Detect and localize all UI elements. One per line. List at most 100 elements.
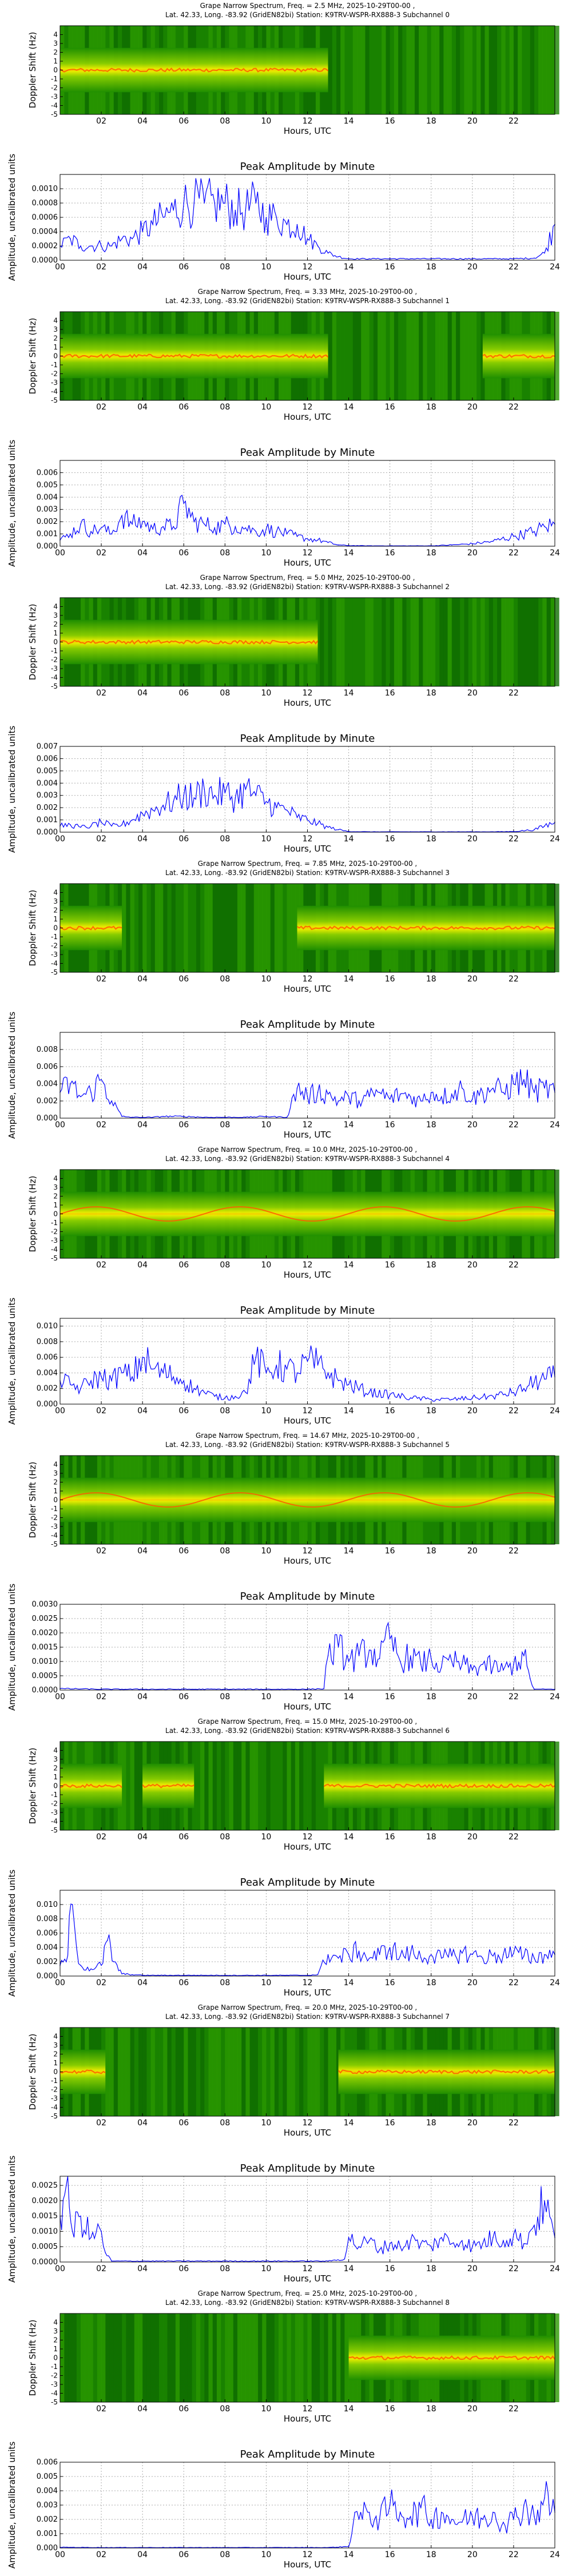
- spectrogram-texture: [348, 312, 353, 400]
- spectrogram-texture: [216, 2313, 221, 2402]
- spectrogram-texture: [497, 26, 502, 114]
- amplitude-point: [152, 224, 153, 225]
- spectrogram-texture: [382, 26, 386, 114]
- amplitude-series-line: [59, 2176, 555, 2262]
- y-tick-label: 0.000: [37, 2544, 58, 2553]
- amplitude-point: [235, 797, 236, 798]
- amplitude-point: [389, 258, 391, 260]
- amplitude-point: [420, 1100, 422, 1102]
- x-tick-label: 02: [96, 1832, 106, 1842]
- x-tick-label: 06: [178, 2118, 189, 2128]
- amplitude-point: [224, 792, 226, 794]
- spectrogram-texture: [295, 1742, 300, 1830]
- amplitude-point: [162, 805, 164, 806]
- amplitude-point: [472, 543, 473, 544]
- amplitude-point: [265, 1974, 267, 1976]
- spectrogram-texture: [518, 26, 522, 114]
- spectrogram-texture: [307, 2028, 312, 2116]
- x-tick-label: 20: [467, 834, 478, 844]
- amplitude-point: [513, 2233, 514, 2235]
- amplitude-point: [193, 1388, 195, 1389]
- x-tick-label: 06: [178, 117, 189, 126]
- spectrogram-subtitle: Lat. 42.33, Long. -83.92 (GridEN82bi) St…: [165, 2299, 450, 2307]
- spectrogram-texture: [538, 598, 543, 686]
- amplitude-point: [472, 258, 473, 260]
- spectrogram-texture: [237, 1742, 242, 1830]
- spectrogram-texture: [299, 2313, 304, 2402]
- y-tick-label: -3: [51, 665, 58, 673]
- spectrogram-texture: [378, 598, 382, 686]
- x-tick-label: 12: [303, 689, 313, 698]
- spectrogram-texture: [113, 2028, 118, 2116]
- y-tick-label: 0.0015: [32, 1643, 58, 1652]
- spectrogram-texture: [283, 2028, 287, 2116]
- spectrogram-texture: [464, 26, 469, 114]
- amplitude-point: [472, 2246, 473, 2248]
- x-tick-label: 00: [55, 263, 65, 272]
- y-axis-label: Doppler Shift (Hz): [27, 1176, 38, 1253]
- spectrogram-texture: [241, 1742, 246, 1830]
- amplitude-point: [183, 202, 185, 204]
- plot-frame: [59, 1032, 555, 1119]
- amplitude-point: [111, 1380, 112, 1381]
- amplitude-point: [472, 1669, 473, 1671]
- spectrogram-texture: [196, 884, 201, 972]
- spectrogram-texture: [146, 2313, 152, 2402]
- amplitude-point: [410, 2516, 411, 2517]
- amplitude-point: [317, 1974, 319, 1975]
- y-tick-label: 0.002: [37, 518, 58, 526]
- amplitude-point: [142, 1116, 143, 1118]
- y-tick-label: -3: [51, 379, 58, 387]
- spectrogram-texture: [431, 26, 436, 114]
- amplitude-point: [152, 1368, 153, 1370]
- amplitude-point: [265, 801, 267, 802]
- spectrogram-texture: [279, 1742, 283, 1830]
- plot-frame: [59, 174, 555, 261]
- x-tick-label: 20: [467, 2404, 478, 2414]
- spectrogram-texture: [233, 2028, 238, 2116]
- x-tick-label: 22: [509, 689, 519, 698]
- spectrogram-texture: [138, 2313, 143, 2402]
- spectrogram-texture: [352, 312, 357, 400]
- x-tick-label: 10: [261, 2118, 272, 2128]
- amplitude-point: [173, 526, 174, 527]
- spectrogram-texture: [378, 26, 382, 114]
- x-tick-label: 04: [137, 2550, 148, 2559]
- x-axis-label: Hours, UTC: [284, 558, 331, 568]
- x-axis-label: Hours, UTC: [284, 844, 331, 854]
- y-tick-label: 4: [53, 1461, 58, 1469]
- spectrogram-texture: [328, 26, 333, 114]
- amplitude-point: [399, 1661, 401, 1662]
- x-tick-label: 22: [509, 1692, 519, 1702]
- x-tick-label: 02: [96, 1261, 106, 1270]
- spectrogram-texture: [105, 2028, 110, 2116]
- x-tick-label: 02: [96, 2118, 106, 2128]
- x-tick-label: 16: [385, 263, 395, 272]
- spectrogram-texture: [534, 26, 539, 114]
- spectrogram-texture: [122, 884, 126, 972]
- y-tick-label: 1: [53, 915, 58, 923]
- spectrogram-texture: [167, 884, 172, 972]
- spectrogram-texture: [81, 2313, 85, 2402]
- y-tick-label: 0.004: [37, 1943, 58, 1952]
- amplitude-point: [379, 1954, 380, 1955]
- y-tick-label: 0.005: [37, 767, 58, 776]
- spectrogram-texture: [480, 598, 485, 686]
- amplitude-point: [451, 2243, 452, 2244]
- x-tick-label: 00: [55, 548, 65, 558]
- spectrogram-texture: [287, 1742, 292, 1830]
- amplitude-point: [503, 1669, 504, 1671]
- x-tick-label: 02: [96, 2550, 106, 2559]
- spectrogram-subtitle: Lat. 42.33, Long. -83.92 (GridEN82bi) St…: [165, 869, 450, 877]
- spectrogram-texture: [410, 598, 415, 686]
- spectrogram-texture: [328, 2313, 333, 2402]
- x-tick-label: 04: [137, 1978, 148, 1987]
- x-tick-label: 14: [344, 975, 354, 984]
- amplitude-point: [101, 1965, 102, 1966]
- y-tick-label: 3: [53, 1183, 58, 1191]
- spectrogram-texture: [546, 598, 551, 686]
- x-tick-label: 06: [178, 403, 189, 412]
- y-tick-label: 0.005: [37, 481, 58, 490]
- spectrogram-texture: [328, 598, 333, 686]
- amplitude-point: [70, 533, 71, 535]
